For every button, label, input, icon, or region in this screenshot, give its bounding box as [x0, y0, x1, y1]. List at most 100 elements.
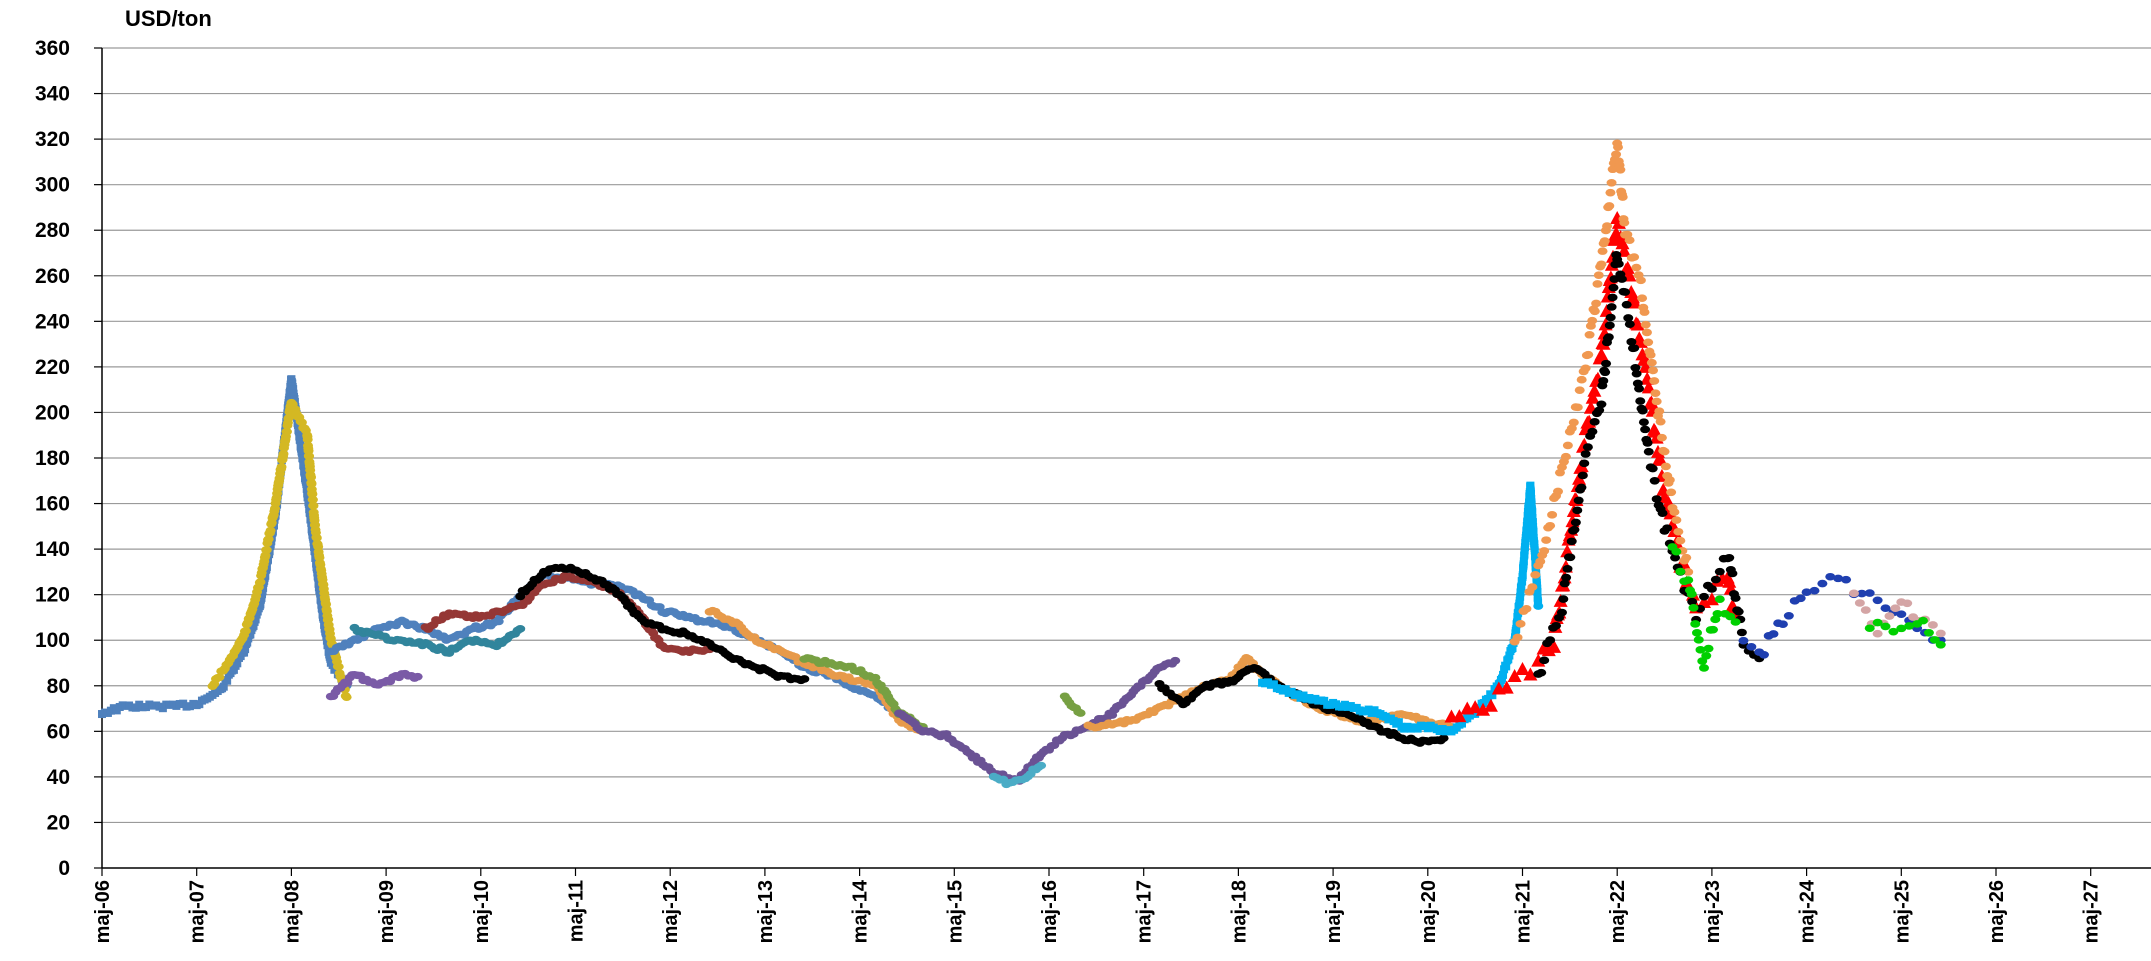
x-tick-label: maj-27: [2081, 880, 2103, 943]
data-point: [1596, 260, 1607, 269]
x-tick-label: maj-20: [1418, 880, 1440, 943]
data-point: [1864, 589, 1875, 597]
data-point: [1643, 447, 1654, 456]
data-point: [1475, 703, 1484, 712]
data-point: [1690, 620, 1701, 628]
data-point: [1630, 363, 1641, 372]
data-point: [1637, 294, 1648, 303]
data-point: [1499, 670, 1508, 679]
data-point: [1615, 236, 1630, 250]
data-point: [1576, 483, 1587, 492]
data-point: [1604, 321, 1615, 330]
data-point: [1521, 605, 1532, 613]
data-point: [1777, 620, 1788, 629]
data-point: [1641, 328, 1652, 337]
x-tick-label: maj-24: [1797, 879, 1819, 943]
data-point: [1583, 350, 1594, 359]
data-point: [265, 526, 276, 535]
data-point: [1587, 383, 1602, 397]
data-point: [1533, 602, 1544, 610]
data-point: [299, 462, 308, 471]
data-point: [1825, 572, 1836, 581]
data-point: [1075, 709, 1086, 717]
data-point: [1651, 397, 1662, 406]
data-point: [1708, 625, 1719, 634]
x-tick-label: maj-07: [187, 880, 209, 943]
data-point: [240, 627, 251, 635]
data-point: [1529, 527, 1538, 536]
data-point: [1527, 583, 1538, 591]
data-point: [1635, 397, 1646, 405]
data-point: [1516, 592, 1525, 601]
data-point: [1727, 569, 1738, 578]
data-point: [1539, 547, 1550, 555]
data-point: [1530, 571, 1541, 579]
data-point: [1657, 509, 1668, 518]
data-point: [311, 534, 322, 542]
data-point: [1872, 596, 1883, 605]
data-point: [1666, 488, 1677, 497]
data-point: [1517, 582, 1526, 591]
y-tick-label: 80: [47, 675, 70, 698]
data-point: [276, 463, 287, 471]
data-point: [1565, 553, 1576, 562]
x-tick-label: maj-11: [566, 880, 588, 942]
data-point: [304, 452, 315, 461]
data-point: [1562, 441, 1573, 450]
series-15: [1258, 481, 1544, 736]
data-point: [1587, 316, 1598, 325]
data-point: [1484, 694, 1493, 703]
data-point: [1860, 606, 1871, 614]
data-point: [1631, 369, 1642, 378]
y-tick-label: 300: [35, 174, 70, 197]
data-point: [1649, 377, 1660, 385]
data-point: [1528, 508, 1537, 517]
x-tick-label: maj-15: [944, 880, 966, 943]
data-point: [261, 546, 272, 554]
data-point: [1608, 283, 1619, 292]
data-point: [289, 385, 298, 394]
data-point: [1523, 517, 1532, 526]
data-point: [1553, 487, 1564, 496]
data-point: [297, 448, 306, 457]
data-point: [1645, 351, 1656, 359]
data-point: [1605, 188, 1616, 197]
data-point: [1531, 552, 1540, 561]
data-point: [1670, 553, 1681, 562]
data-point: [1561, 573, 1572, 582]
data-point: [219, 682, 228, 691]
data-point: [1601, 359, 1612, 368]
data-point: [1643, 338, 1654, 347]
data-point: [1710, 575, 1721, 584]
series-19: [1667, 543, 1741, 672]
data-point: [241, 645, 250, 654]
data-point: [1624, 320, 1635, 328]
data-point: [1659, 447, 1670, 456]
data-point: [1833, 574, 1844, 583]
data-point: [1768, 630, 1779, 638]
data-point: [1512, 633, 1523, 642]
data-point: [1783, 612, 1794, 620]
data-point: [1880, 622, 1891, 631]
data-point: [1640, 425, 1651, 434]
data-point: [1706, 585, 1717, 593]
data-point: [1518, 571, 1527, 580]
data-point: [1733, 607, 1744, 616]
data-point: [1589, 418, 1600, 426]
series-12: [1059, 692, 1086, 717]
data-point: [1683, 576, 1694, 584]
data-point: [1519, 557, 1528, 566]
data-point: [1864, 624, 1875, 633]
data-point: [1520, 550, 1529, 559]
x-tick-label: maj-23: [1702, 880, 1724, 943]
data-point: [1809, 586, 1820, 595]
data-point: [1605, 313, 1616, 322]
data-point: [1600, 368, 1611, 377]
data-point: [1599, 237, 1610, 245]
data-point: [1699, 664, 1710, 672]
x-tick-label: maj-17: [1134, 880, 1156, 943]
data-point: [1528, 518, 1537, 527]
data-point: [1617, 193, 1628, 201]
data-point: [1502, 662, 1511, 671]
data-point: [1596, 400, 1607, 409]
